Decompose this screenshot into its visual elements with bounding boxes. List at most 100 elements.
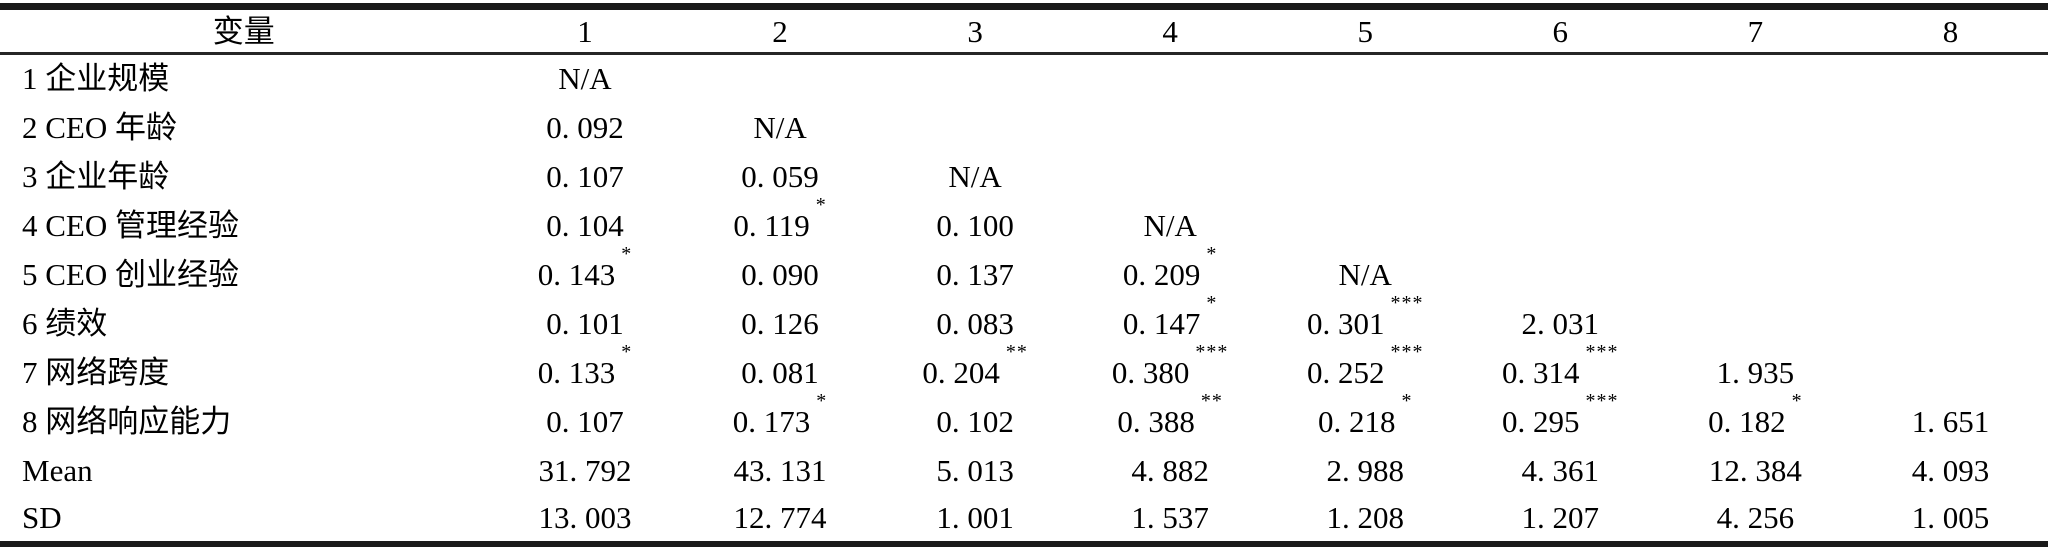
table-cell [1073,54,1268,103]
row-label: 3 企业年龄 [22,158,170,194]
table-cell: 0. 314*** [1463,342,1658,397]
significance-stars: * [621,340,633,363]
table-cell: 43. 131 [683,446,878,495]
table-cell: 0. 102 [878,397,1073,446]
cell-value: N/A [1338,256,1392,292]
table-cell [1853,54,2048,103]
cell-value: 0. 119 [733,208,810,244]
table-cell: 4. 882 [1073,446,1268,495]
table-cell: 0. 107 [487,397,682,446]
row-label: 5 CEO 创业经验 [22,256,239,292]
row-label: SD [22,500,62,535]
column-header-3: 3 [967,13,983,49]
cell-value: 0. 104 [546,207,624,243]
table-row: 7 网络跨度 0. 133* 0. 081 0. 204** 0. 380*** 0. 2… [0,342,2048,397]
table-cell: 0. 182* [1658,391,1853,446]
table-cell: 4. 361 [1463,446,1658,495]
significance-stars: * [1791,389,1803,412]
table-cell [1853,201,2048,250]
cell-value: 5. 013 [936,452,1014,488]
column-header-6: 6 [1552,13,1569,49]
cell-value: 0. 301 [1306,306,1385,342]
cell-value: 0. 090 [741,256,819,292]
table-cell [1853,348,2048,397]
column-header-5: 5 [1357,13,1373,49]
table-cell: 0. 147* [1073,293,1268,348]
significance-stars: ** [1005,340,1028,363]
cell-value: 0. 107 [546,158,624,194]
cell-value: 31. 792 [538,452,632,488]
table-cell: 1. 208 [1268,495,1463,544]
row-label: 7 网络跨度 [22,354,170,390]
cell-value: 0. 295 [1502,404,1580,440]
table-row: SD 13. 003 12. 774 1. 001 1. 537 1. 208 1. 207… [0,495,2048,544]
table-cell: 0. 107 [487,152,682,201]
table-cell [1268,54,1463,103]
cell-value: 0. 133 [537,355,616,391]
cell-value: 4. 882 [1131,452,1209,488]
table-cell: 0. 380*** [1073,342,1268,397]
significance-stars: * [1206,291,1218,314]
table-cell: 0. 090 [683,250,878,299]
table-cell: 0. 059 [683,152,878,201]
table-cell: 0. 083 [878,299,1073,348]
table-cell [1073,103,1268,152]
table-cell [1463,152,1658,201]
row-label: 2 CEO 年龄 [22,109,177,145]
cell-value: 0. 101 [546,305,624,341]
table-cell [1073,152,1268,201]
table-body: 1 企业规模 N/A 2 CEO 年龄 0. 092 N/A 3 企业年龄 0. 107 0.… [0,54,2048,544]
column-header-8: 8 [1942,13,1959,49]
cell-value: N/A [1143,207,1197,243]
table-cell: 0. 133* [487,342,682,397]
row-label: 6 绩效 [22,305,108,341]
table-cell: 1. 001 [878,495,1073,544]
cell-value: 0. 380 [1111,355,1190,391]
table-cell: 0. 126 [683,299,878,348]
cell-value: 0. 182 [1708,404,1786,440]
significance-stars: *** [1390,340,1424,363]
cell-value: N/A [558,61,612,97]
table-cell: 1. 935 [1658,348,1853,397]
cell-value: 12. 384 [1708,452,1802,488]
cell-value: 0. 173 [732,404,811,440]
table-cell [1853,250,2048,299]
cell-value: 0. 314 [1502,355,1580,391]
table-cell: 5. 013 [878,446,1073,495]
table-cell: 0. 119* [683,195,878,250]
header-row: 变量 1 2 3 4 5 6 7 8 [0,7,2048,54]
cell-value: 0. 252 [1306,355,1385,391]
table-cell: 0. 081 [683,348,878,397]
table-cell: 0. 301*** [1268,293,1463,348]
table-cell: 0. 137 [878,250,1073,299]
cell-value: 0. 209 [1122,257,1201,293]
cell-value: 0. 107 [546,403,624,439]
table-cell: 2. 031 [1463,299,1658,348]
table-cell: 31. 792 [487,446,682,495]
table-cell [1463,201,1658,250]
table-cell: 1. 651 [1853,397,2048,446]
cell-value: N/A [753,109,807,145]
table-cell: 1. 005 [1853,495,2048,544]
table-cell [683,54,878,103]
significance-stars: ** [1200,389,1223,412]
table-cell [878,103,1073,152]
cell-value: 4. 361 [1521,452,1600,488]
table-row: 2 CEO 年龄 0. 092 N/A [0,103,2048,152]
cell-value: 0. 092 [546,109,624,145]
column-header-7: 7 [1747,13,1764,49]
row-label: 8 网络响应能力 [22,403,232,439]
table-cell: 0. 100 [878,201,1073,250]
cell-value: 1. 207 [1521,500,1600,535]
table-cell: 0. 388** [1073,391,1268,446]
cell-value: 0. 143 [537,257,616,293]
cell-value: 0. 083 [936,305,1014,341]
cell-value: 4. 256 [1716,500,1795,535]
table-cell: 13. 003 [487,495,682,544]
table-cell: 12. 774 [683,495,878,544]
significance-stars: * [815,193,827,216]
table-cell [1463,103,1658,152]
table-cell: N/A [1268,250,1463,299]
cell-value: 13. 003 [538,500,632,535]
